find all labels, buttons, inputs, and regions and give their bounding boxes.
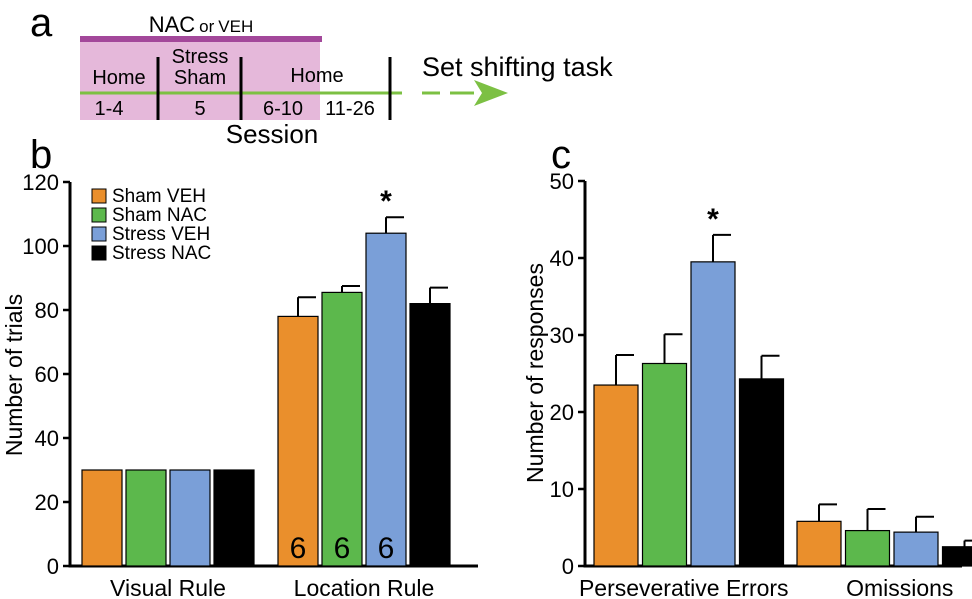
bar-sham-nac: [125, 469, 167, 567]
legend-label: Sham VEH: [112, 186, 206, 207]
phase-stress: Stress: [172, 46, 229, 68]
bar-stress-nac: [409, 303, 451, 567]
y-tick-label: 80: [35, 298, 59, 323]
session-title: Session: [226, 119, 319, 149]
x-category-label: Location Rule: [294, 575, 435, 599]
task-arrow-head: [474, 80, 508, 106]
y-tick-label: 100: [22, 234, 59, 259]
legend-swatch: [91, 207, 107, 223]
panel-a: a NAC or VEH Home Stress Sham Home 1-4 5 6…: [30, 1, 613, 149]
y-tick-label: 50: [550, 169, 574, 194]
panel-c: c Number of responses 0 10 20 30 40 50 Perseve…: [522, 133, 972, 599]
session-5: 5: [194, 98, 205, 120]
bar-stress-veh: [690, 261, 736, 567]
legend-label: Sham NAC: [112, 205, 207, 226]
treatment-bar: [80, 36, 322, 42]
x-category-label: Visual Rule: [110, 575, 226, 599]
legend-label: Stress VEH: [112, 224, 210, 245]
x-category-label: Omissions: [846, 575, 953, 599]
bar-sham-nac: [321, 291, 363, 567]
bar-sham-veh: [593, 384, 639, 567]
legend-swatch: [91, 226, 107, 242]
timeline-band: [80, 40, 320, 120]
y-tick-label: 20: [35, 490, 59, 515]
legend-swatch: [91, 245, 107, 261]
y-tick-label: 40: [35, 426, 59, 451]
session-11-26: 11-26: [325, 98, 375, 120]
session-6-10: 6-10: [263, 98, 303, 120]
n-label: 6: [378, 532, 395, 565]
bar-stress-nac: [738, 378, 785, 567]
bar-sham-nac: [844, 529, 891, 567]
y-tick-label: 120: [22, 170, 59, 195]
bar-stress-veh: [169, 469, 211, 567]
bar-sham-veh: [277, 315, 319, 567]
legend-label: Stress NAC: [112, 243, 211, 264]
session-1-4: 1-4: [95, 98, 124, 120]
bar-stress-veh: [893, 531, 939, 567]
n-label: 6: [334, 532, 351, 565]
significance-star: *: [380, 185, 392, 218]
y-tick-label: 20: [550, 400, 574, 425]
bar-stress-nac: [941, 546, 972, 567]
n-label: 6: [422, 532, 439, 565]
x-category-label: Perseverative Errors: [579, 575, 789, 599]
n-label: 6: [290, 532, 307, 565]
bar-stress-nac: [213, 469, 255, 567]
panel-c-label: c: [551, 133, 571, 177]
phase-sham: Sham: [174, 67, 226, 89]
y-tick-label: 60: [35, 362, 59, 387]
treatment-label: NAC or VEH: [149, 12, 254, 37]
significance-star: *: [707, 203, 719, 236]
panel-b-label: b: [30, 133, 52, 177]
y-tick-label: 0: [562, 554, 574, 579]
legend-swatch: [91, 188, 107, 204]
panel-a-label: a: [30, 1, 53, 45]
phase-home-1: Home: [92, 67, 145, 89]
y-tick-label: 0: [47, 554, 59, 579]
bar-sham-veh: [81, 469, 123, 567]
task-label: Set shifting task: [422, 52, 613, 82]
phase-home-2: Home: [290, 65, 343, 87]
y-tick-label: 30: [550, 323, 574, 348]
panel-b: b Number of trials 0 20 40 60 80 100 120 Visual…: [1, 133, 478, 599]
y-tick-label: 10: [550, 477, 574, 502]
bar-sham-nac: [641, 362, 688, 567]
panel-c-y-axis-title: Number of responses: [522, 263, 548, 483]
bar-stress-veh: [365, 232, 407, 567]
panel-b-y-axis-title: Number of trials: [1, 294, 27, 456]
bar-sham-veh: [796, 520, 842, 567]
y-tick-label: 40: [550, 246, 574, 271]
